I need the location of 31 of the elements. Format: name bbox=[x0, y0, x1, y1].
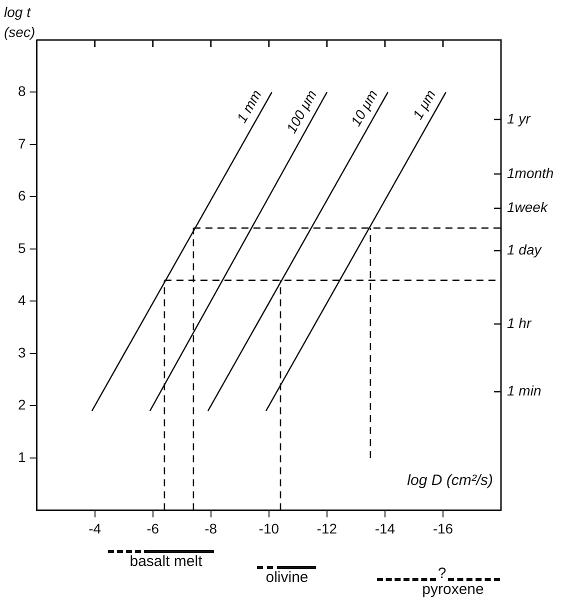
y-tick-label: 4 bbox=[18, 292, 26, 308]
text: 1 hr bbox=[507, 314, 532, 331]
text: ? bbox=[438, 565, 446, 582]
text: 100 μm bbox=[282, 87, 320, 136]
text: 1 min bbox=[507, 382, 542, 399]
y-tick-label: 1 bbox=[18, 448, 26, 465]
text: pyroxene bbox=[422, 581, 484, 598]
x-tick-label: -16 bbox=[432, 520, 454, 536]
text: 10 μm bbox=[347, 87, 380, 129]
x-axis-title: log D (cm²/s) bbox=[407, 472, 493, 489]
x-tick-label: -10 bbox=[258, 520, 280, 536]
x-tick-label: -4 bbox=[88, 520, 102, 536]
y-tick-label: 2 bbox=[18, 396, 26, 413]
y-tick-label: 5 bbox=[18, 240, 26, 256]
text: 1 yr bbox=[507, 110, 532, 126]
x-tick-label: -6 bbox=[146, 520, 160, 536]
x-tick-label: -12 bbox=[316, 520, 338, 536]
y-tick-label: 7 bbox=[18, 135, 26, 152]
text: 1month bbox=[507, 164, 554, 181]
y-tick-label: 8 bbox=[18, 83, 26, 100]
y-tick-label: 6 bbox=[18, 188, 26, 204]
text: 1 μm bbox=[409, 87, 438, 122]
y-axis-title: log t (sec) bbox=[4, 4, 36, 40]
text: 1 mm bbox=[233, 87, 264, 126]
x-tick-label: -8 bbox=[204, 520, 218, 536]
text: 1 day bbox=[507, 242, 542, 258]
x-tick-label: -14 bbox=[374, 520, 396, 536]
text: basalt melt bbox=[130, 553, 202, 570]
y-tick-label: 3 bbox=[18, 344, 26, 360]
text: 1week bbox=[507, 199, 548, 216]
text: olivine bbox=[266, 569, 308, 586]
